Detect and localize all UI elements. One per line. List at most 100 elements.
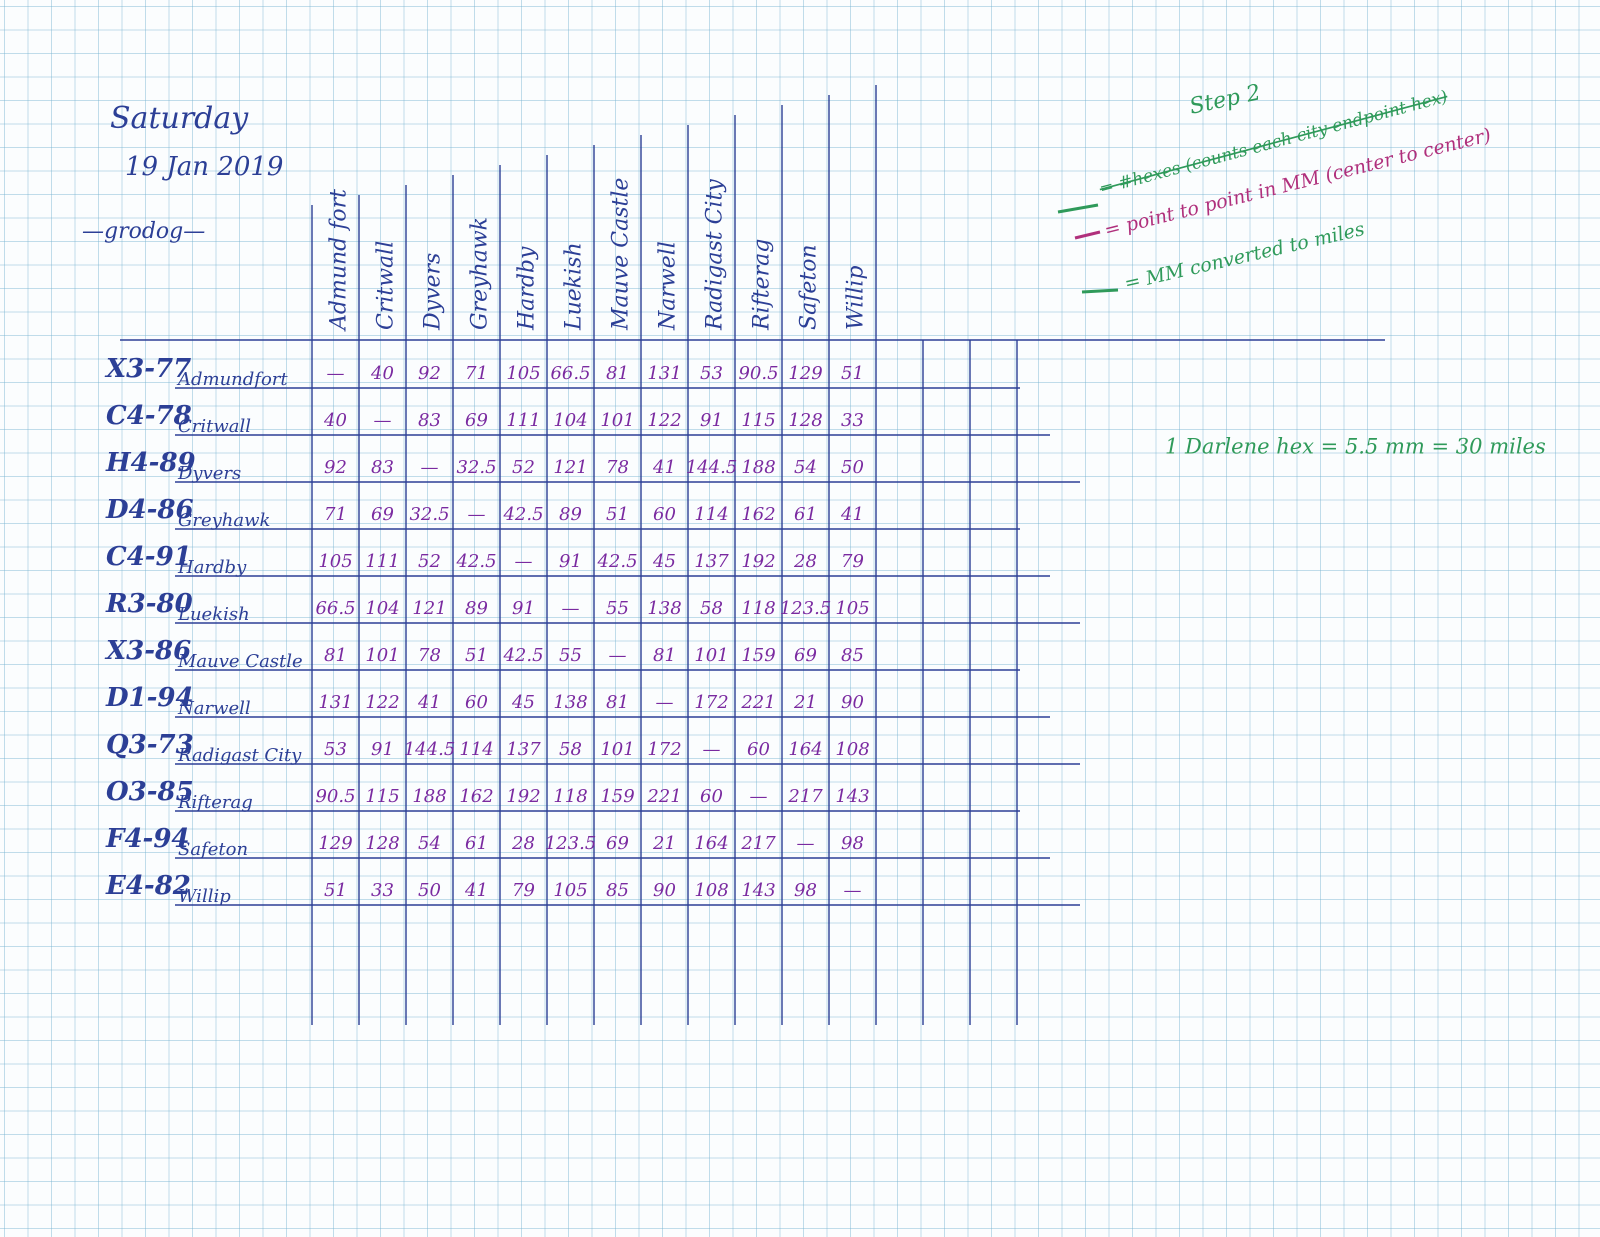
cell: 90 [841, 692, 864, 713]
cell: 42.5 [502, 504, 543, 525]
cell: 104 [553, 410, 587, 431]
cell: 52 [512, 457, 535, 478]
cell: 41 [652, 457, 676, 478]
row-code: X3-86 [104, 636, 191, 666]
cell: — [327, 363, 345, 384]
cell: 162 [741, 504, 775, 525]
column-header: Willip [844, 266, 869, 330]
cell: 138 [647, 598, 681, 619]
row-code: F4-94 [105, 824, 190, 854]
cell: 42.5 [596, 551, 637, 572]
conversion-note: 1 Darlene hex = 5.5 mm = 30 miles [1165, 435, 1546, 459]
cell: 123.5 [545, 833, 597, 854]
cell: 188 [741, 457, 775, 478]
row-code: X3-77 [104, 354, 191, 384]
cell: — [797, 833, 815, 854]
cell: 123.5 [780, 598, 832, 619]
cell: 98 [841, 833, 864, 854]
cell: 60 [465, 692, 488, 713]
cell: 172 [647, 739, 681, 760]
cell: 101 [600, 410, 634, 431]
column-header: Critwall [374, 241, 399, 330]
row-name: Critwall [178, 416, 251, 437]
cell: 53 [700, 363, 723, 384]
cell: 50 [418, 880, 441, 901]
cell: 91 [559, 551, 582, 572]
cell: 54 [418, 833, 441, 854]
row-name: Admundfort [176, 369, 288, 390]
column-header: Dyvers [421, 253, 446, 331]
cell: — [421, 457, 439, 478]
step: Step 2 [1187, 80, 1263, 119]
cell: 118 [741, 598, 775, 619]
cell: 52 [418, 551, 441, 572]
cell: 69 [606, 833, 629, 854]
cell: 137 [694, 551, 729, 572]
cell: — [844, 880, 862, 901]
cell: 85 [606, 880, 629, 901]
row-code: C4-91 [106, 542, 192, 572]
cell: 91 [512, 598, 535, 619]
row-name: Safeton [178, 839, 248, 860]
cell: 54 [794, 457, 817, 478]
cell: 98 [794, 880, 817, 901]
cell: 101 [365, 645, 399, 666]
cell: 101 [600, 739, 634, 760]
cell: 83 [371, 457, 394, 478]
cell: 60 [747, 739, 770, 760]
cell: 162 [459, 786, 493, 807]
cell: — [468, 504, 486, 525]
cell: 42.5 [455, 551, 496, 572]
cell: 58 [700, 598, 723, 619]
cell: 105 [553, 880, 587, 901]
cell: — [374, 410, 392, 431]
row-name: Mauve Castle [177, 651, 303, 672]
cell: 21 [652, 833, 676, 854]
cell: 33 [841, 410, 864, 431]
column-header: Radigast City [703, 179, 728, 331]
cell: 89 [465, 598, 488, 619]
cell: 55 [559, 645, 582, 666]
column-header: Mauve Castle [609, 178, 634, 331]
cell: 83 [418, 410, 441, 431]
cell: 71 [465, 363, 488, 384]
cell: 41 [464, 880, 488, 901]
cell: 131 [318, 692, 352, 713]
cell: 41 [417, 692, 441, 713]
row-name: Hardby [177, 557, 247, 578]
cell: 71 [324, 504, 347, 525]
cell: 28 [793, 551, 817, 572]
legend-swatch [1074, 230, 1101, 240]
cell: 66.5 [315, 598, 355, 619]
cell: 221 [646, 786, 681, 807]
cell: 78 [606, 457, 629, 478]
cell: — [656, 692, 674, 713]
cell: 92 [418, 363, 441, 384]
cell: 79 [512, 880, 535, 901]
cell: 66.5 [550, 363, 590, 384]
cell: 192 [506, 786, 540, 807]
cell: 118 [553, 786, 587, 807]
cell: 221 [740, 692, 775, 713]
row-name: Radigast City [177, 745, 302, 766]
cell: 101 [694, 645, 728, 666]
cell: 40 [370, 363, 394, 384]
author: —grodog— [82, 219, 205, 244]
cell: — [515, 551, 533, 572]
cell: 78 [418, 645, 441, 666]
cell: 137 [506, 739, 541, 760]
cell: 108 [694, 880, 728, 901]
cell: 105 [506, 363, 540, 384]
cell: — [703, 739, 721, 760]
cell: 217 [787, 786, 823, 807]
cell: 121 [553, 457, 587, 478]
cell: 105 [835, 598, 869, 619]
cell: 28 [511, 833, 535, 854]
cell: 42.5 [502, 645, 543, 666]
cell: 143 [835, 786, 869, 807]
cell: 115 [365, 786, 399, 807]
row-code: Q3-73 [106, 730, 194, 760]
cell: 85 [841, 645, 864, 666]
row-code: D1-94 [105, 683, 194, 713]
column-header: Admund fort [327, 189, 352, 332]
